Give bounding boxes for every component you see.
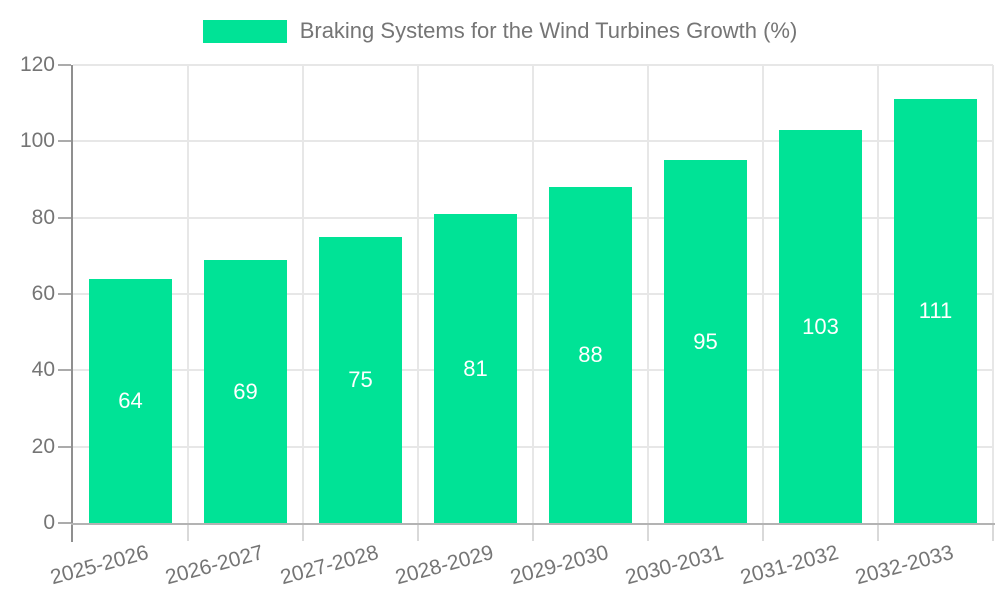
y-axis-label: 80 bbox=[31, 205, 55, 229]
y-axis-tick bbox=[58, 522, 71, 524]
bar[interactable] bbox=[549, 187, 632, 523]
y-axis-label: 0 bbox=[43, 511, 55, 534]
bar-value-label: 88 bbox=[578, 342, 603, 367]
bar[interactable] bbox=[434, 214, 517, 523]
x-axis-tick bbox=[417, 525, 419, 541]
bar-value-label: 64 bbox=[118, 388, 143, 413]
y-axis-label: 120 bbox=[19, 53, 55, 76]
y-axis-tick bbox=[58, 445, 71, 448]
legend-item[interactable]: Braking Systems for the Wind Turbines Gr… bbox=[0, 18, 1000, 44]
bar[interactable] bbox=[319, 237, 402, 523]
x-axis-tick bbox=[302, 525, 304, 541]
bar-value-label: 95 bbox=[693, 328, 718, 354]
y-axis-line bbox=[71, 65, 73, 542]
x-gridline bbox=[992, 65, 994, 523]
x-axis-tick bbox=[187, 525, 189, 541]
x-gridline bbox=[302, 65, 304, 523]
x-axis-tick bbox=[762, 525, 764, 541]
y-axis-tick bbox=[58, 369, 71, 372]
y-axis-tick bbox=[58, 64, 71, 66]
x-axis-tick bbox=[532, 525, 534, 541]
legend-swatch-icon bbox=[202, 19, 287, 43]
y-axis-tick bbox=[58, 216, 71, 219]
y-axis-tick bbox=[58, 140, 71, 143]
x-gridline bbox=[877, 65, 879, 523]
bar[interactable] bbox=[894, 99, 977, 523]
x-gridline bbox=[762, 65, 764, 523]
x-axis-tick bbox=[877, 525, 879, 541]
bar-value-label: 81 bbox=[463, 355, 488, 381]
bar-value-label: 75 bbox=[348, 367, 373, 392]
x-gridline bbox=[532, 65, 534, 523]
bar[interactable] bbox=[204, 260, 287, 523]
bar[interactable] bbox=[779, 130, 862, 523]
x-axis-tick bbox=[992, 525, 994, 541]
y-axis-tick bbox=[58, 293, 71, 295]
y-axis-label: 40 bbox=[31, 358, 55, 382]
y-axis-label: 60 bbox=[31, 282, 55, 305]
x-axis-tick bbox=[647, 525, 649, 541]
legend-label: Braking Systems for the Wind Turbines Gr… bbox=[299, 18, 798, 43]
bar-value-label: 111 bbox=[918, 298, 953, 323]
bar[interactable] bbox=[664, 160, 747, 523]
y-axis-label: 100 bbox=[19, 129, 55, 153]
x-axis-line bbox=[71, 523, 995, 525]
y-axis-label: 20 bbox=[31, 434, 55, 458]
bar-value-label: 103 bbox=[802, 313, 839, 339]
bar-value-label: 69 bbox=[233, 378, 258, 404]
x-gridline bbox=[647, 65, 649, 523]
bar[interactable] bbox=[89, 279, 172, 523]
x-gridline bbox=[187, 65, 189, 523]
x-gridline bbox=[417, 65, 419, 523]
